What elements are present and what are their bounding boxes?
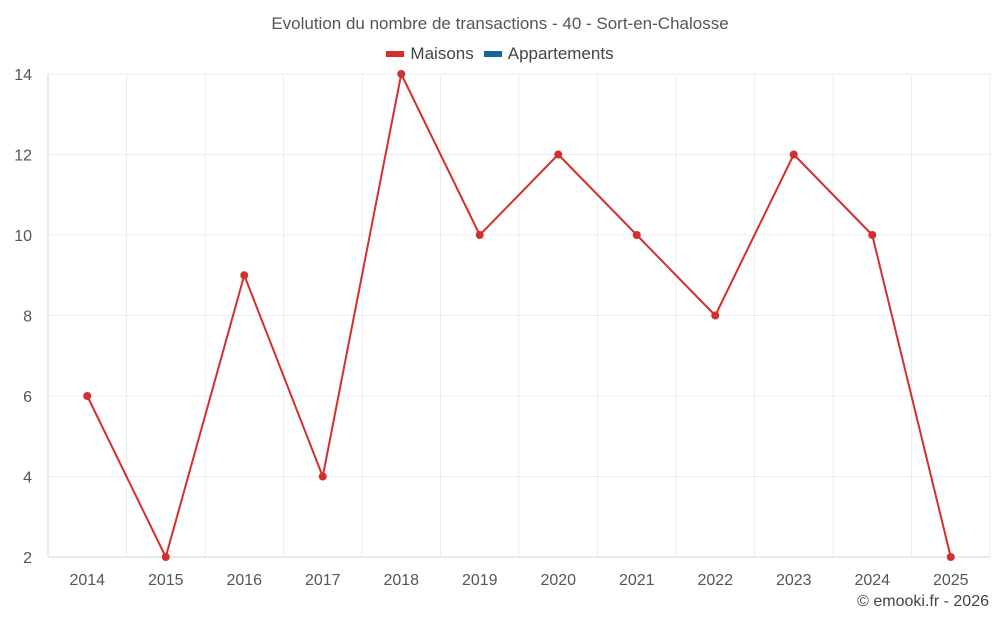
x-tick-label-2017: 2017 bbox=[305, 572, 341, 589]
x-axis-ticks: 2014 2015 2016 2017 2018 2019 2020 2021 2022 2023… bbox=[69, 572, 968, 589]
y-tick-label-6: 6 bbox=[23, 389, 32, 406]
chart-legend: Maisons Appartements bbox=[0, 44, 1000, 64]
y-axis-ticks: 2 4 6 8 10 12 14 bbox=[14, 67, 32, 567]
data-point-maisons-2020 bbox=[554, 150, 563, 159]
y-tick-label-10: 10 bbox=[14, 228, 32, 245]
x-tick-label-2023: 2023 bbox=[776, 572, 812, 589]
legend-item-appartements[interactable]: Appartements bbox=[483, 44, 614, 64]
data-point-maisons-2022 bbox=[711, 311, 720, 320]
x-tick-label-2022: 2022 bbox=[697, 572, 733, 589]
x-tick-label-2024: 2024 bbox=[854, 572, 890, 589]
x-tick-label-2018: 2018 bbox=[383, 572, 419, 589]
x-tick-label-2020: 2020 bbox=[540, 572, 576, 589]
chart-title: Evolution du nombre de transactions - 40… bbox=[271, 14, 729, 33]
data-point-maisons-2019 bbox=[475, 231, 484, 239]
data-point-maisons-2024 bbox=[868, 231, 877, 239]
data-point-maisons-2015 bbox=[161, 553, 170, 561]
data-point-maisons-2014 bbox=[83, 392, 92, 400]
x-tick-label-2014: 2014 bbox=[69, 572, 105, 589]
data-point-maisons-2018 bbox=[397, 70, 406, 78]
data-point-maisons-2017 bbox=[318, 472, 327, 481]
x-tick-label-2016: 2016 bbox=[226, 572, 262, 589]
y-tick-label-14: 14 bbox=[14, 67, 32, 84]
x-tick-label-2019: 2019 bbox=[462, 572, 498, 589]
legend-swatch-maisons bbox=[386, 51, 405, 57]
y-tick-label-12: 12 bbox=[14, 148, 32, 165]
y-tick-label-4: 4 bbox=[23, 470, 32, 487]
y-tick-label-8: 8 bbox=[23, 309, 32, 326]
y-tick-label-2: 2 bbox=[23, 550, 32, 567]
credit-text: © emooki.fr - 2026 bbox=[857, 593, 989, 610]
data-point-maisons-2023 bbox=[789, 150, 798, 159]
x-tick-label-2021: 2021 bbox=[619, 572, 655, 589]
legend-label-appartements: Appartements bbox=[507, 44, 614, 63]
data-point-maisons-2025 bbox=[946, 553, 955, 561]
series-line-maisons bbox=[86, 73, 952, 558]
legend-swatch-appartements bbox=[483, 51, 502, 57]
series-group bbox=[83, 70, 955, 561]
grid-lines bbox=[47, 73, 991, 558]
data-point-maisons-2021 bbox=[632, 231, 641, 239]
legend-item-maisons[interactable]: Maisons bbox=[386, 44, 474, 64]
legend-label-maisons: Maisons bbox=[410, 44, 474, 63]
data-point-maisons-2016 bbox=[240, 271, 249, 280]
x-tick-label-2015: 2015 bbox=[148, 572, 184, 589]
x-tick-label-2025: 2025 bbox=[933, 572, 969, 589]
